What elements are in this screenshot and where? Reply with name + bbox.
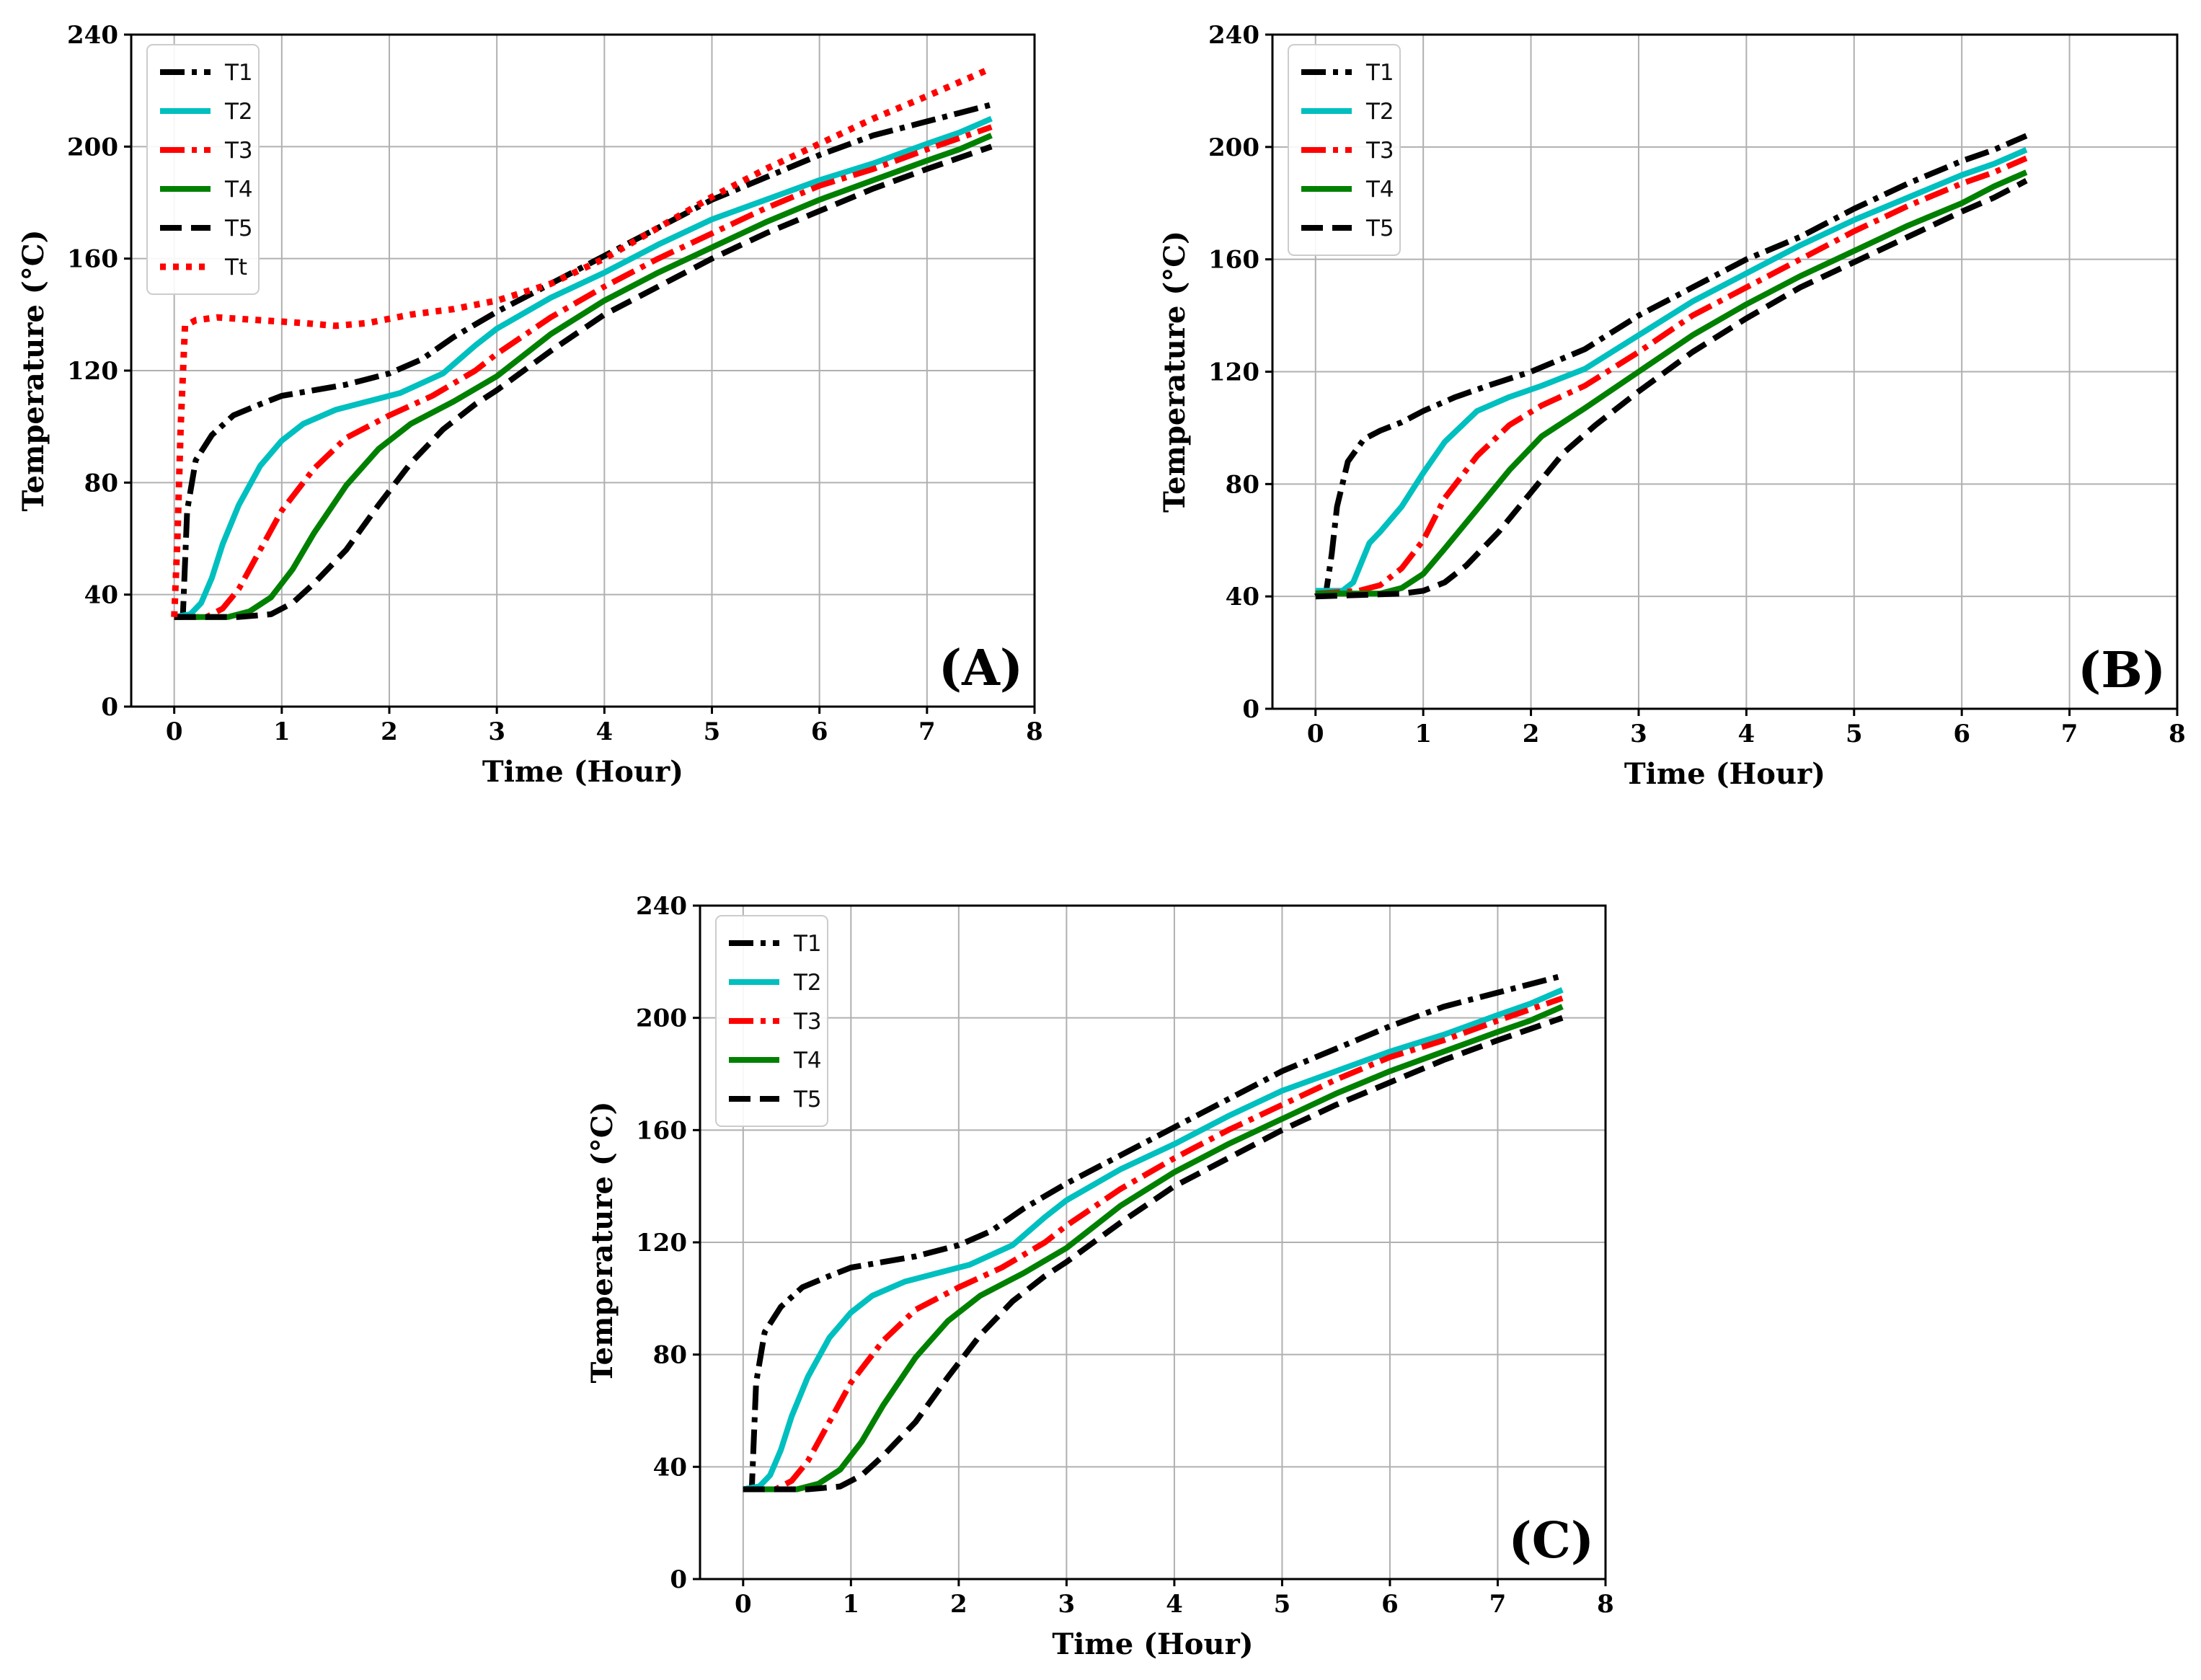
panel-label: (B): [2078, 642, 2166, 699]
legend-label-t4: T4: [224, 177, 253, 203]
y-tick-label: 160: [636, 1116, 687, 1145]
legend-box: [715, 915, 828, 1127]
legend-box: [146, 44, 260, 295]
series-group: [1314, 133, 2028, 600]
series-line-t2: [1315, 147, 2028, 594]
y-tick-label: 0: [670, 1565, 687, 1594]
legend-label-t3: T3: [793, 1009, 822, 1035]
x-tick-label: 1: [273, 717, 291, 746]
x-tick-label: 1: [1414, 720, 1432, 748]
series-line-t2: [743, 987, 1564, 1493]
legend-box: [1288, 44, 1401, 256]
legend-label-t2: T2: [1365, 99, 1394, 125]
series-line-t4: [1315, 169, 2028, 597]
y-tick-label: 240: [67, 21, 118, 50]
y-tick-label: 40: [1226, 583, 1259, 611]
y-tick-label: 40: [653, 1453, 687, 1482]
legend-label-t1: T1: [793, 931, 822, 957]
x-axis-label: Time (Hour): [482, 755, 683, 789]
y-tick-label: 200: [1208, 133, 1259, 162]
legend-label-tt: Tt: [224, 255, 247, 280]
x-axis-label: Time (Hour): [1052, 1627, 1253, 1661]
x-tick-label: 7: [918, 717, 936, 746]
y-tick-label: 80: [1226, 470, 1259, 499]
legend-label-t5: T5: [224, 216, 253, 242]
x-tick-label: 8: [1597, 1590, 1614, 1619]
y-tick-label: 240: [636, 892, 687, 921]
x-tick-label: 2: [950, 1590, 967, 1619]
series-line-t5: [174, 143, 993, 620]
y-tick-label: 0: [101, 693, 118, 722]
x-tick-label: 3: [488, 717, 505, 746]
x-tick-label: 5: [1274, 1590, 1291, 1619]
legend-label-t2: T2: [224, 99, 253, 125]
y-tick-label: 80: [84, 469, 118, 498]
x-tick-label: 8: [1026, 717, 1043, 746]
y-tick-label: 240: [1208, 21, 1259, 50]
panel-label: (A): [939, 640, 1023, 697]
y-tick-label: 40: [84, 581, 118, 610]
y-tick-label: 160: [1208, 246, 1259, 275]
x-tick-label: 7: [1489, 1590, 1507, 1619]
y-axis-label: Temperature (°C): [1158, 231, 1192, 513]
series-line-t1: [743, 973, 1564, 1493]
x-tick-label: 5: [1846, 720, 1863, 748]
y-axis-label: Temperature (°C): [585, 1101, 619, 1383]
x-tick-label: 4: [1738, 720, 1755, 748]
y-tick-label: 80: [653, 1341, 687, 1370]
y-tick-label: 0: [1242, 695, 1259, 724]
series-line-t5: [1315, 178, 2028, 600]
y-tick-label: 200: [67, 133, 118, 162]
legend-label-t4: T4: [793, 1048, 822, 1074]
x-tick-label: 4: [1166, 1590, 1183, 1619]
legend-label-t3: T3: [1365, 138, 1394, 164]
legend-label-t5: T5: [1365, 216, 1394, 242]
x-tick-label: 8: [2169, 720, 2186, 748]
x-tick-label: 4: [595, 717, 613, 746]
series-line-t4: [174, 133, 993, 620]
x-tick-label: 6: [1381, 1590, 1399, 1619]
series-group: [171, 65, 993, 620]
x-tick-label: 6: [1953, 720, 1970, 748]
legend-label-t2: T2: [793, 970, 822, 996]
series-group: [743, 973, 1564, 1493]
y-tick-label: 120: [636, 1229, 687, 1257]
legend-label-t4: T4: [1365, 177, 1394, 203]
legend-label-t3: T3: [224, 138, 253, 164]
x-tick-label: 0: [166, 717, 183, 746]
x-tick-label: 2: [1523, 720, 1540, 748]
x-tick-label: 3: [1630, 720, 1647, 748]
legend-label-t1: T1: [1365, 60, 1394, 86]
x-axis-label: Time (Hour): [1624, 757, 1825, 791]
x-tick-label: 2: [381, 717, 398, 746]
legend-label-t1: T1: [224, 60, 253, 86]
x-tick-label: 5: [704, 717, 721, 746]
y-axis-label: Temperature (°C): [17, 229, 50, 511]
y-tick-label: 160: [67, 245, 118, 274]
x-tick-label: 1: [842, 1590, 859, 1619]
series-line-tt: [171, 65, 993, 617]
x-tick-label: 3: [1058, 1590, 1076, 1619]
series-line-t1: [1314, 133, 2028, 599]
series-line-t3: [1315, 155, 2028, 597]
x-tick-label: 0: [735, 1590, 752, 1619]
series-line-t1: [174, 102, 993, 620]
series-line-t2: [174, 115, 993, 620]
y-tick-label: 120: [1208, 358, 1259, 387]
x-tick-label: 6: [811, 717, 828, 746]
y-tick-label: 200: [636, 1004, 687, 1033]
y-tick-label: 120: [67, 357, 118, 386]
x-tick-label: 7: [2061, 720, 2078, 748]
series-line-t3: [174, 124, 993, 620]
panel-label: (C): [1509, 1512, 1594, 1570]
x-tick-label: 0: [1307, 720, 1324, 748]
series-line-t4: [743, 1004, 1564, 1493]
legend-label-t5: T5: [793, 1087, 822, 1113]
series-line-t5: [743, 1014, 1564, 1493]
series-line-t3: [743, 995, 1564, 1493]
